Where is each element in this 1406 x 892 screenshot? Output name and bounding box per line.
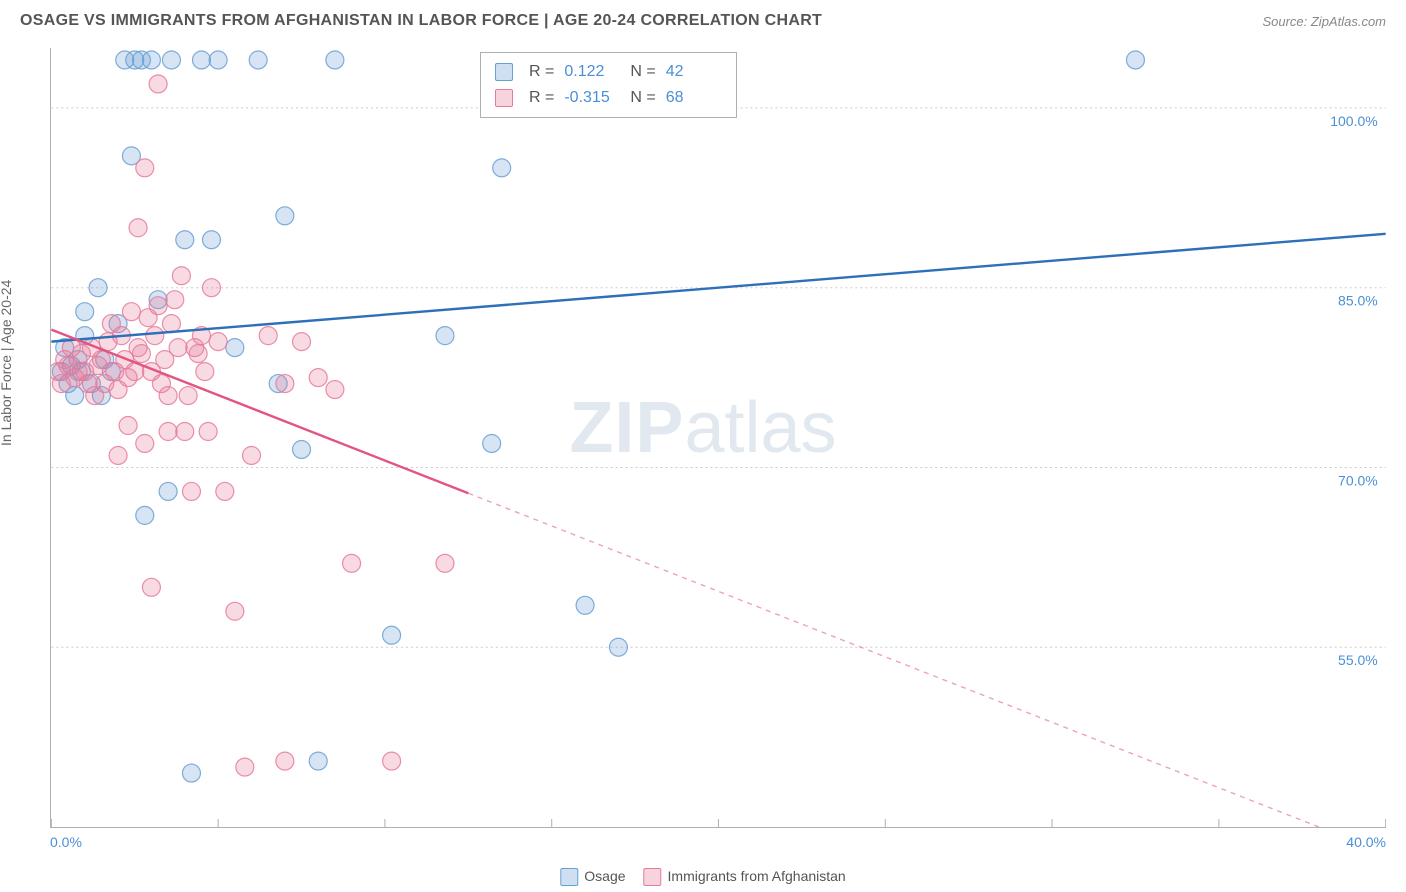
- stats-n-value-osage: 42: [666, 63, 722, 81]
- y-tick-label: 100.0%: [1330, 113, 1377, 129]
- y-tick-label: 55.0%: [1338, 652, 1378, 668]
- chart-container: OSAGE VS IMMIGRANTS FROM AFGHANISTAN IN …: [0, 0, 1406, 892]
- series-legend: Osage Immigrants from Afghanistan: [560, 868, 845, 886]
- point-osage: [576, 596, 594, 614]
- stats-r-label: R =: [529, 89, 554, 107]
- stats-n-label: N =: [630, 63, 655, 81]
- stats-n-label: N =: [630, 89, 655, 107]
- point-afghan: [182, 482, 200, 500]
- stats-r-label: R =: [529, 63, 554, 81]
- point-osage: [609, 638, 627, 656]
- point-afghan: [436, 554, 454, 572]
- stats-swatch-afghan: [495, 89, 513, 107]
- point-osage: [136, 506, 154, 524]
- x-axis-labels: 0.0% 40.0%: [50, 834, 1386, 854]
- point-osage: [182, 764, 200, 782]
- point-afghan: [166, 291, 184, 309]
- point-osage: [309, 752, 327, 770]
- stats-row-afghan: R = -0.315 N = 68: [495, 85, 722, 111]
- point-osage: [209, 51, 227, 69]
- point-osage: [436, 327, 454, 345]
- legend-swatch-afghan: [644, 868, 662, 886]
- scatter-plot: 55.0% 70.0% 85.0% 100.0%: [50, 48, 1386, 828]
- point-afghan: [276, 375, 294, 393]
- trendline-afghan: [51, 330, 468, 494]
- point-osage: [159, 482, 177, 500]
- point-osage: [293, 440, 311, 458]
- point-osage: [89, 279, 107, 297]
- point-afghan: [119, 417, 137, 435]
- y-axis-title: In Labor Force | Age 20-24: [0, 280, 14, 446]
- point-osage: [493, 159, 511, 177]
- point-afghan: [383, 752, 401, 770]
- chart-source: Source: ZipAtlas.com: [1262, 14, 1386, 29]
- title-bar: OSAGE VS IMMIGRANTS FROM AFGHANISTAN IN …: [20, 12, 1386, 30]
- point-afghan: [176, 423, 194, 441]
- point-afghan: [132, 345, 150, 363]
- stats-r-value-osage: 0.122: [564, 63, 620, 81]
- point-osage: [192, 51, 210, 69]
- point-afghan: [136, 159, 154, 177]
- point-afghan: [196, 363, 214, 381]
- point-osage: [326, 51, 344, 69]
- x-label-max: 40.0%: [1346, 834, 1386, 850]
- point-osage: [483, 435, 501, 453]
- point-afghan: [209, 333, 227, 351]
- x-label-min: 0.0%: [50, 834, 82, 850]
- trendline-dashed-afghan: [468, 493, 1319, 827]
- point-osage: [142, 51, 160, 69]
- point-afghan: [159, 423, 177, 441]
- legend-item-osage: Osage: [560, 868, 625, 886]
- point-afghan: [136, 435, 154, 453]
- point-afghan: [199, 423, 217, 441]
- legend-label-afghan: Immigrants from Afghanistan: [668, 868, 846, 884]
- point-osage: [249, 51, 267, 69]
- point-afghan: [236, 758, 254, 776]
- point-afghan: [326, 381, 344, 399]
- point-osage: [1126, 51, 1144, 69]
- point-afghan: [226, 602, 244, 620]
- point-afghan: [189, 345, 207, 363]
- point-afghan: [162, 315, 180, 333]
- stats-r-value-afghan: -0.315: [564, 89, 620, 107]
- point-afghan: [142, 578, 160, 596]
- point-afghan: [202, 279, 220, 297]
- point-afghan: [109, 446, 127, 464]
- point-osage: [162, 51, 180, 69]
- y-tick-label: 85.0%: [1338, 293, 1378, 309]
- point-osage: [202, 231, 220, 249]
- y-tick-label: 70.0%: [1338, 472, 1378, 488]
- point-osage: [276, 207, 294, 225]
- point-afghan: [129, 219, 147, 237]
- point-afghan: [259, 327, 277, 345]
- point-afghan: [276, 752, 294, 770]
- point-afghan: [216, 482, 234, 500]
- point-afghan: [243, 446, 261, 464]
- point-afghan: [343, 554, 361, 572]
- legend-swatch-osage: [560, 868, 578, 886]
- point-afghan: [179, 387, 197, 405]
- stats-swatch-osage: [495, 63, 513, 81]
- point-afghan: [293, 333, 311, 351]
- point-afghan: [122, 303, 140, 321]
- point-afghan: [149, 297, 167, 315]
- point-afghan: [159, 387, 177, 405]
- point-osage: [226, 339, 244, 357]
- stats-row-osage: R = 0.122 N = 42: [495, 59, 722, 85]
- stats-n-value-afghan: 68: [666, 89, 722, 107]
- point-osage: [176, 231, 194, 249]
- point-afghan: [309, 369, 327, 387]
- legend-label-osage: Osage: [584, 868, 625, 884]
- chart-title: OSAGE VS IMMIGRANTS FROM AFGHANISTAN IN …: [20, 12, 822, 30]
- point-afghan: [172, 267, 190, 285]
- point-osage: [76, 303, 94, 321]
- point-osage: [383, 626, 401, 644]
- point-afghan: [169, 339, 187, 357]
- point-afghan: [149, 75, 167, 93]
- stats-legend-box: R = 0.122 N = 42 R = -0.315 N = 68: [480, 52, 737, 118]
- point-afghan: [146, 327, 164, 345]
- legend-item-afghan: Immigrants from Afghanistan: [644, 868, 846, 886]
